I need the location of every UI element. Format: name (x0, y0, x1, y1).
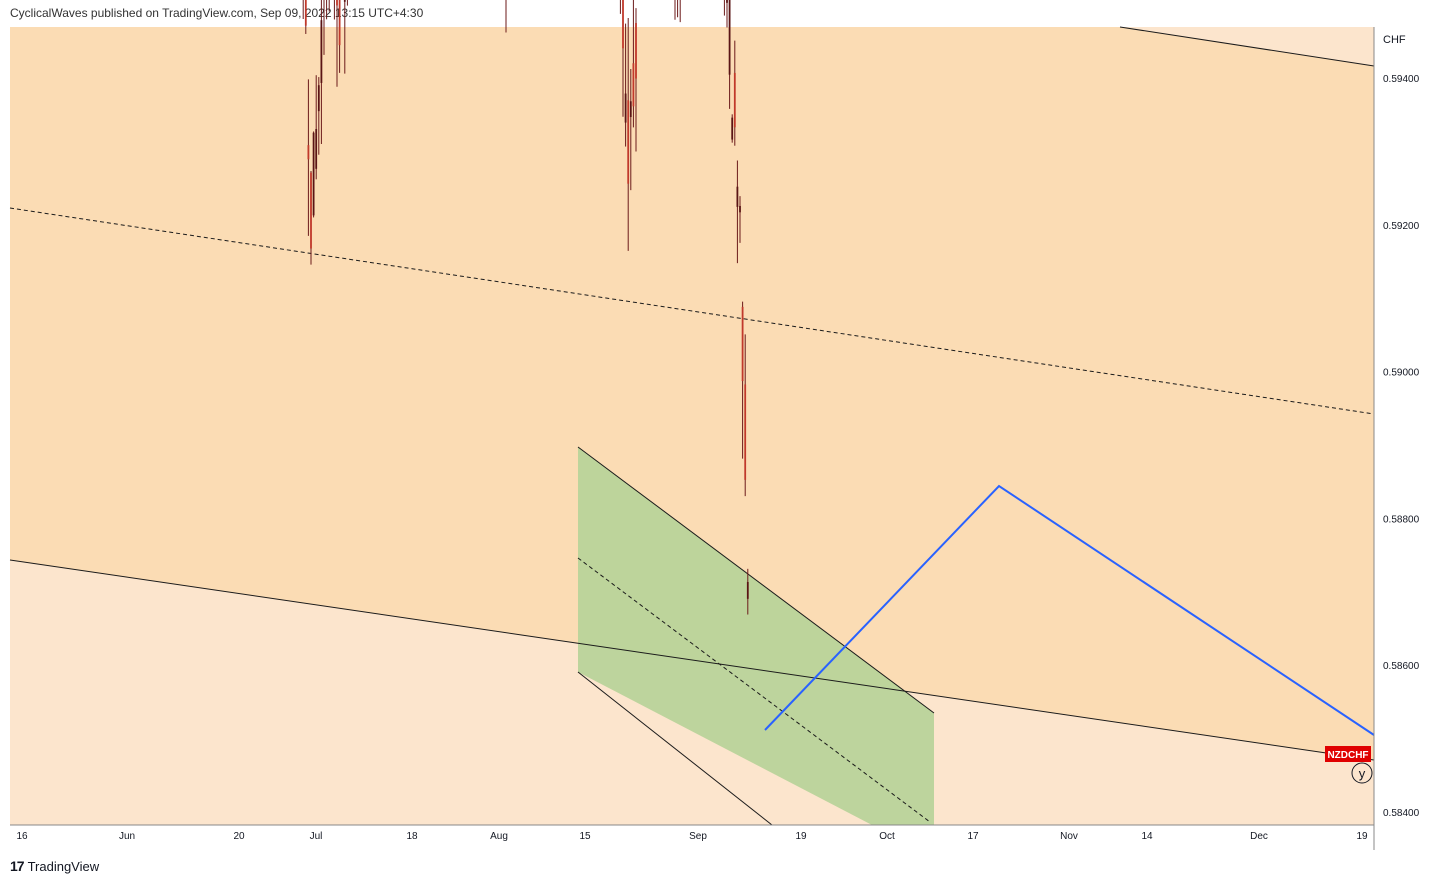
candle-body (739, 205, 741, 213)
time-tick-label: Dec (1250, 831, 1268, 842)
time-tick-label: Nov (1060, 831, 1078, 842)
orange-zone (10, 27, 1374, 760)
upper-trendline (1119, 26, 1375, 67)
candle-body (622, 0, 624, 49)
candle-body (741, 306, 744, 382)
candle-body (627, 100, 630, 184)
candle-body (736, 186, 739, 207)
time-tick-label: 20 (233, 831, 245, 842)
symbol-badge-bg (1325, 746, 1371, 762)
candle-body (317, 85, 320, 112)
price-tick-label: 0.58600 (1383, 661, 1420, 672)
candle-body (304, 0, 307, 26)
time-tick-label: 14 (1141, 831, 1153, 842)
time-tick-label: 19 (795, 831, 807, 842)
tradingview-footer[interactable]: 17 TradingView (10, 858, 99, 874)
candle-body (726, 0, 728, 3)
candle-body (320, 20, 323, 83)
time-axis[interactable]: 16 Jun 20 Jul 18 Aug 15 Sep 19 Oct 17 Nov 14 Dec 19 (16, 831, 1368, 842)
candle-body (315, 129, 318, 169)
tradingview-logo: 17 (10, 858, 25, 874)
candle-body (635, 23, 637, 79)
price-tick-label: 0.59000 (1383, 368, 1420, 379)
time-tick-label: Oct (879, 831, 895, 842)
currency-label: CHF (1383, 34, 1406, 46)
tradingview-brand: TradingView (27, 858, 100, 874)
time-tick-label: 15 (579, 831, 591, 842)
candle-body (624, 93, 627, 123)
candle-body (312, 132, 315, 216)
candle-body (728, 0, 731, 75)
price-chart[interactable]: CHF 0.634000.628000.626000.624000.622000… (0, 0, 1440, 850)
price-tick-label: 0.58400 (1383, 808, 1420, 819)
candle-body (733, 72, 736, 128)
publisher-header: CyclicalWaves published on TradingView.c… (10, 6, 424, 20)
time-tick-label: Aug (490, 831, 508, 842)
price-axis[interactable]: 0.634000.628000.626000.624000.622000.620… (1383, 0, 1420, 819)
channel-mid-line (577, 557, 931, 823)
candle-body (629, 101, 632, 118)
candle-body (336, 0, 338, 6)
candle-body (731, 117, 734, 140)
price-tick-label: 0.59400 (1383, 74, 1420, 85)
candles (302, 0, 749, 615)
descending-channel (578, 447, 934, 825)
lower-trendline (9, 559, 1375, 761)
time-tick-label: 17 (967, 831, 979, 842)
time-tick-label: Sep (689, 831, 707, 842)
time-tick-label: Jun (119, 831, 135, 842)
symbol-badge[interactable]: NZDCHF (1327, 750, 1368, 761)
wave-label: y (1359, 766, 1366, 781)
time-tick-label: 16 (16, 831, 28, 842)
channel-lower-line (577, 671, 773, 826)
candle-body (310, 172, 312, 249)
dashed-midline (9, 207, 1375, 415)
wave-projection (764, 484, 1375, 736)
candle-body (632, 63, 635, 107)
candle-body (343, 0, 346, 2)
channel-upper-line (577, 446, 935, 714)
price-tick-label: 0.59200 (1383, 221, 1420, 232)
time-tick-label: 19 (1356, 831, 1368, 842)
candle-body (744, 384, 747, 480)
time-tick-label: Jul (310, 831, 323, 842)
candle-body (307, 145, 310, 160)
candle-body (338, 0, 341, 46)
time-tick-label: 18 (406, 831, 418, 842)
wave-label-circle (1351, 762, 1373, 784)
price-tick-label: 0.58800 (1383, 514, 1420, 525)
candle-body (746, 581, 749, 599)
